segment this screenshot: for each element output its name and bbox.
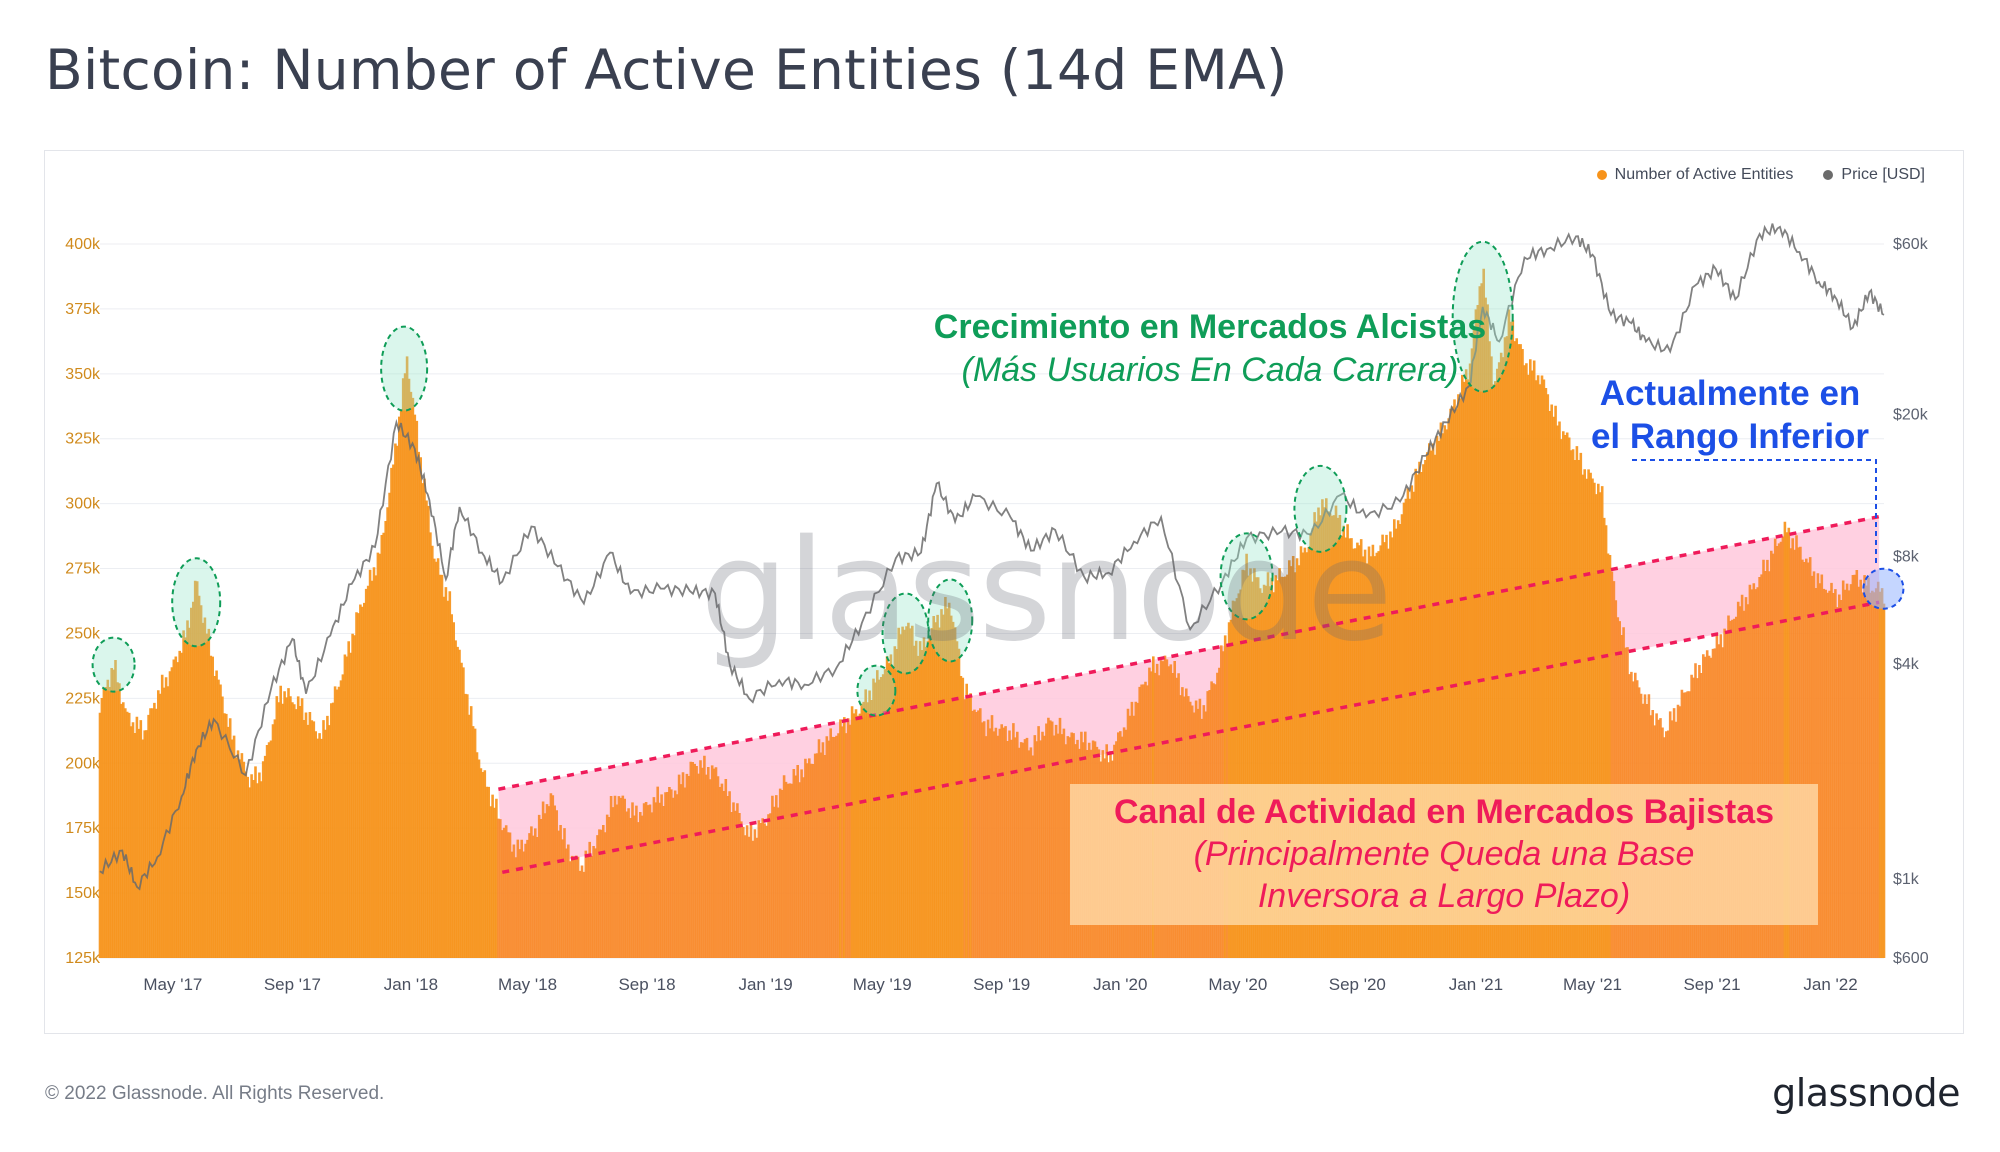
x-tick-label: May '21 xyxy=(1563,975,1622,994)
legend-item-entities[interactable]: Number of Active Entities xyxy=(1596,166,1794,184)
annotation-current-range: Actualmente en el Rango Inferior xyxy=(1560,372,1900,458)
annotation-bear-box xyxy=(1070,784,1818,925)
annotation-bear-title: Canal de Actividad en Mercados Bajistas xyxy=(1113,793,1775,831)
x-tick-label: May '20 xyxy=(1208,975,1267,994)
bull-peak-marker xyxy=(1451,240,1514,393)
y-right-tick-label: $600 xyxy=(1893,950,1929,967)
legend-dot-price xyxy=(1823,170,1834,180)
glassnode-logo: glassnode xyxy=(1772,1071,1960,1115)
bear-channel-upper xyxy=(498,514,1880,791)
y-left-tick-label: 375k xyxy=(65,301,101,318)
chart-frame xyxy=(44,150,1964,1034)
y-left-tick-label: 150k xyxy=(65,885,101,902)
annotation-bull-title: Crecimiento en Mercados Alcistas xyxy=(933,308,1487,346)
y-right-tick-label: $4k xyxy=(1893,656,1920,673)
y-right-tick-label: $1k xyxy=(1893,871,1920,888)
chart-title: Bitcoin: Number of Active Entities (14d … xyxy=(45,38,1288,102)
price-line xyxy=(99,223,1885,891)
annotation-bear-sub2: Inversora a Largo Plazo) xyxy=(1257,877,1631,915)
legend-label-price: Price [USD] xyxy=(1841,166,1925,183)
annotation-current-line2: el Rango Inferior xyxy=(1590,417,1870,456)
x-tick-label: May '19 xyxy=(853,975,912,994)
y-left-tick-label: 200k xyxy=(65,755,101,772)
annotation-bull-subtitle: (Más Usuarios En Cada Carrera) xyxy=(961,351,1459,389)
x-tick-label: Jan '21 xyxy=(1449,975,1503,994)
y-left-tick-label: 225k xyxy=(65,690,101,707)
x-tick-label: May '17 xyxy=(143,975,202,994)
y-right-tick-label: $20k xyxy=(1893,406,1929,423)
annotation-bear-sub1: (Principalmente Queda una Base xyxy=(1193,835,1695,873)
annotation-bear-channel: Canal de Actividad en Mercados Bajistas … xyxy=(1070,791,1818,917)
bull-peak-marker xyxy=(881,592,930,675)
annotation-bull-growth: Crecimiento en Mercados Alcistas (Más Us… xyxy=(760,306,1660,392)
current-callout-line xyxy=(1632,459,1877,567)
y-left-tick-label: 175k xyxy=(65,820,101,837)
y-right-tick-label: $8k xyxy=(1893,548,1920,565)
current-marker xyxy=(1862,567,1905,610)
y-right-tick-label: $60k xyxy=(1893,236,1929,253)
legend-dot-entities xyxy=(1596,170,1607,180)
x-tick-label: Sep '21 xyxy=(1683,975,1740,994)
entity-bars xyxy=(98,268,1886,958)
legend-item-price[interactable]: Price [USD] xyxy=(1823,166,1925,184)
bull-peak-marker xyxy=(380,325,429,412)
x-tick-label: Sep '17 xyxy=(264,975,321,994)
legend: Number of Active Entities Price [USD] xyxy=(1596,166,1925,184)
y-left-tick-label: 350k xyxy=(65,366,101,383)
bull-peak-marker xyxy=(927,578,974,663)
bear-channel-lower xyxy=(501,600,1880,875)
bull-peak-marker xyxy=(171,557,222,648)
bull-peak-marker xyxy=(856,664,897,717)
x-tick-label: Sep '20 xyxy=(1329,975,1386,994)
y-left-tick-label: 125k xyxy=(65,950,101,967)
y-left-tick-label: 400k xyxy=(65,236,101,253)
x-tick-label: Sep '19 xyxy=(973,975,1030,994)
bull-peak-marker xyxy=(1219,532,1274,621)
x-tick-label: Jan '18 xyxy=(384,975,438,994)
bull-peak-marker xyxy=(1293,464,1348,553)
x-tick-label: Jan '20 xyxy=(1093,975,1147,994)
annotation-current-line1: Actualmente en xyxy=(1599,374,1861,413)
x-tick-label: Jan '19 xyxy=(738,975,792,994)
copyright: © 2022 Glassnode. All Rights Reserved. xyxy=(45,1083,385,1104)
bull-peak-marker xyxy=(91,636,136,693)
x-tick-label: Sep '18 xyxy=(618,975,675,994)
y-left-tick-label: 275k xyxy=(65,561,101,578)
x-tick-label: Jan '22 xyxy=(1803,975,1857,994)
x-tick-label: May '18 xyxy=(498,975,557,994)
legend-label-entities: Number of Active Entities xyxy=(1614,166,1794,183)
y-left-tick-label: 250k xyxy=(65,625,101,642)
y-left-tick-label: 300k xyxy=(65,496,101,513)
y-left-tick-label: 325k xyxy=(65,431,101,448)
